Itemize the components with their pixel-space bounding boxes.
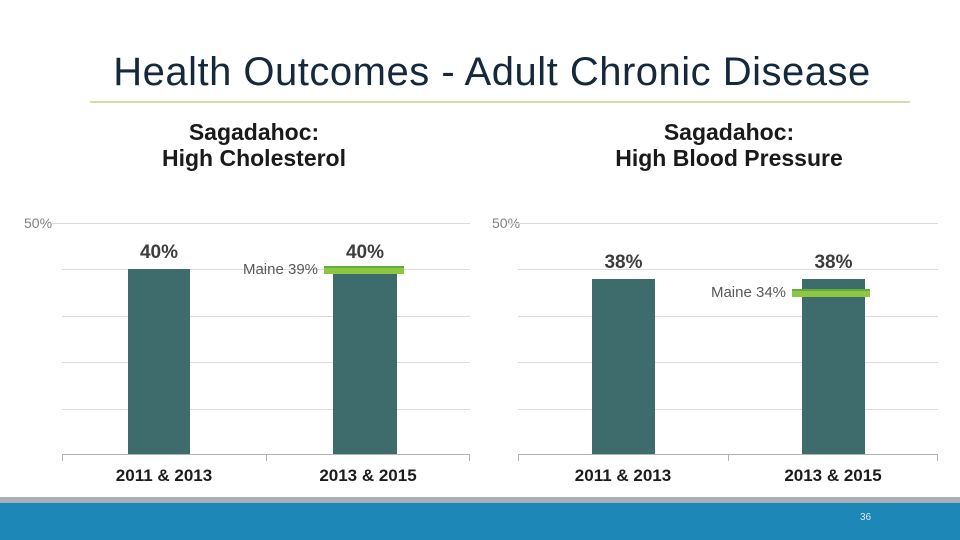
x-axis-tick [937, 455, 938, 461]
gridline-50-extension [52, 223, 62, 224]
x-axis-line [518, 454, 938, 455]
y-axis-max-label: 50% [492, 215, 521, 231]
category-label-2013-2015: 2013 & 2015 [784, 466, 882, 485]
maine-benchmark: Maine 39% [243, 261, 404, 278]
maine-benchmark: Maine 34% [711, 284, 870, 301]
chart-title-high-blood-pressure: Sagadahoc: High Blood Pressure [579, 119, 879, 171]
maine-benchmark-label: Maine 39% [242, 261, 318, 279]
bar-data-label: 40% [139, 242, 179, 264]
gridline-10 [62, 409, 470, 410]
chart-title-line2: High Cholesterol [161, 145, 346, 171]
x-axis-tick [266, 455, 267, 461]
bar-data-label: 38% [814, 251, 853, 273]
plot-area-high-cholesterol: 40% 40% Maine 39% 2011 & 2013 2013 & 201… [52, 223, 470, 485]
category-label-2011-2013: 2011 & 2013 [115, 466, 213, 485]
footer-gray-strip [0, 497, 960, 503]
maine-benchmark-line [792, 288, 870, 297]
plot-area-high-blood-pressure: 38% 38% Maine 34% 2011 & 2013 2013 & 201… [508, 223, 938, 485]
x-axis-tick [469, 455, 470, 461]
bar-data-label: 38% [604, 251, 643, 273]
x-axis-tick [62, 455, 63, 461]
x-axis-tick [518, 455, 519, 461]
gridline-50 [62, 223, 470, 224]
gridline-40 [62, 269, 470, 270]
slide-title: Health Outcomes - Adult Chronic Disease [113, 50, 871, 94]
bar-2013-2015: 40% [333, 242, 397, 455]
chart-title-high-cholesterol: Sagadahoc: High Cholesterol [104, 119, 404, 171]
gridline-30 [62, 316, 470, 317]
page-number: 36 [860, 512, 872, 523]
bar-2011-2013: 40% [128, 242, 190, 455]
footer-blue-bar [0, 503, 960, 540]
maine-benchmark-line [324, 265, 404, 274]
chart-title-line2: High Blood Pressure [615, 145, 843, 171]
gridline-10 [518, 409, 938, 410]
y-axis-max-label: 50% [24, 215, 53, 231]
gridline-30 [518, 316, 938, 317]
x-axis-tick [728, 455, 729, 461]
category-label-2013-2015: 2013 & 2015 [319, 466, 417, 485]
bar-data-label: 40% [345, 242, 385, 264]
gridline-40 [518, 269, 938, 270]
chart-title-line1: Sagadahoc: [188, 119, 320, 145]
title-underline [90, 101, 910, 103]
gridline-20 [62, 362, 470, 363]
x-axis-line [62, 454, 470, 455]
bar-2011-2013: 38% [592, 252, 655, 455]
gridline-50 [518, 223, 938, 224]
maine-benchmark-label: Maine 34% [710, 284, 786, 302]
chart-title-line1: Sagadahoc: [663, 119, 795, 145]
bar-2013-2015: 38% [802, 252, 865, 455]
gridline-50-extension [508, 223, 518, 224]
category-label-2011-2013: 2011 & 2013 [574, 466, 672, 485]
gridline-20 [518, 362, 938, 363]
